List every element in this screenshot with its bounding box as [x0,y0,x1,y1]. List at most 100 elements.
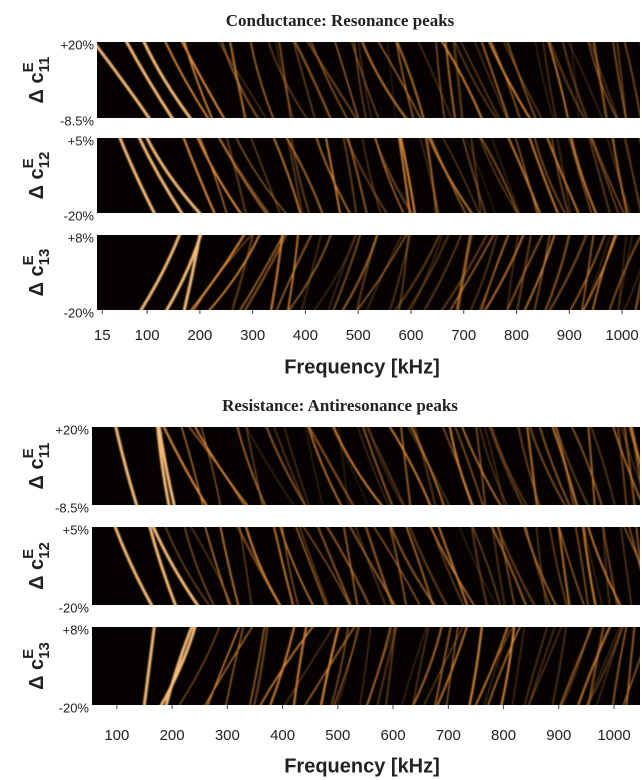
peak-trace [245,427,294,505]
peak-trace [525,527,550,605]
peak-trace [243,235,288,310]
y-bottom-label: -20% [59,700,90,715]
peak-trace [490,527,527,605]
peak-trace [326,527,371,605]
peak-trace [327,235,356,310]
x-tick-label: 200 [187,327,212,344]
peak-trace [490,427,528,505]
y-label-symbol: Δ c [26,659,48,690]
peak-trace [225,138,247,213]
peak-trace [156,427,171,505]
peak-trace [635,292,640,310]
peak-trace [231,235,254,310]
peak-trace [273,427,306,505]
peak-trace [446,627,459,705]
x-tick-label: 400 [293,327,318,344]
peak-trace [608,235,640,310]
peak-trace [354,527,387,605]
peak-trace [142,627,156,705]
peak-trace [249,42,274,118]
peak-trace [361,42,408,118]
peak-trace [571,427,603,505]
peak-trace [412,627,443,705]
peak-trace [285,138,324,213]
peak-trace [500,627,516,705]
y-top-label: +5% [63,522,90,537]
peak-trace [542,42,557,118]
peak-trace [470,527,488,605]
peak-trace [330,427,368,505]
x-tick-label: 500 [346,327,371,344]
y-bottom-label: -20% [59,600,90,615]
peak-trace [461,427,502,505]
peak-trace [612,427,640,501]
peak-trace [235,138,287,213]
peak-trace [622,657,640,705]
peak-trace [591,138,625,213]
peak-trace [628,427,640,464]
peak-trace [412,627,430,705]
peak-trace [398,235,410,310]
peak-trace [273,527,294,605]
x-tick-label: 1000 [605,327,638,344]
peak-trace [630,427,640,485]
peak-trace [596,627,624,705]
peak-trace [345,138,388,213]
peak-trace [535,527,547,605]
peak-trace [484,235,525,310]
peak-trace [490,42,521,118]
peak-trace [151,527,200,605]
peak-trace [299,527,329,605]
peak-trace [395,42,414,118]
peak-trace [220,42,260,118]
peak-trace [575,527,589,605]
y-label-sub: 11 [36,443,53,459]
peak-trace [462,138,486,213]
chart-title: Resistance: Antiresonance peaks [222,396,458,415]
peak-trace [239,235,284,310]
peak-trace [325,138,341,213]
peak-trace [373,527,421,605]
peak-trace [588,138,611,213]
peak-trace [307,427,343,505]
peak-trace [586,627,623,705]
x-tick-label: 300 [215,727,240,744]
peak-trace [551,138,569,213]
peak-trace [236,527,282,605]
peak-trace [533,235,551,310]
y-label-sup: E [20,62,37,72]
peak-trace [389,235,412,310]
peak-trace [480,42,509,118]
peak-trace [245,427,263,505]
peak-trace [503,42,542,118]
peak-trace [162,427,208,505]
peak-trace [338,427,349,505]
peak-trace [208,235,261,310]
peak-trace [362,138,381,213]
peak-trace [308,427,355,505]
peak-trace [584,527,603,605]
peak-trace [388,427,432,505]
y-bottom-label: -20% [64,208,95,223]
peak-trace [524,627,548,705]
y-top-label: +8% [63,622,90,637]
y-label-sup: E [20,158,37,168]
peak-trace [528,627,562,705]
peak-trace [442,138,480,213]
peak-trace [620,527,632,605]
peak-trace [546,138,580,213]
peak-trace [587,427,596,505]
peak-trace [362,427,393,505]
peak-trace [423,627,464,705]
peak-trace [612,627,628,705]
peak-trace [178,627,220,705]
peak-trace [561,42,588,118]
peak-trace [334,42,359,118]
peak-trace [414,427,437,505]
peak-trace [200,427,221,505]
peak-trace [281,527,299,605]
peak-traces [114,427,640,505]
peak-trace [301,235,322,310]
peak-trace [602,527,618,605]
peak-trace [547,42,569,118]
